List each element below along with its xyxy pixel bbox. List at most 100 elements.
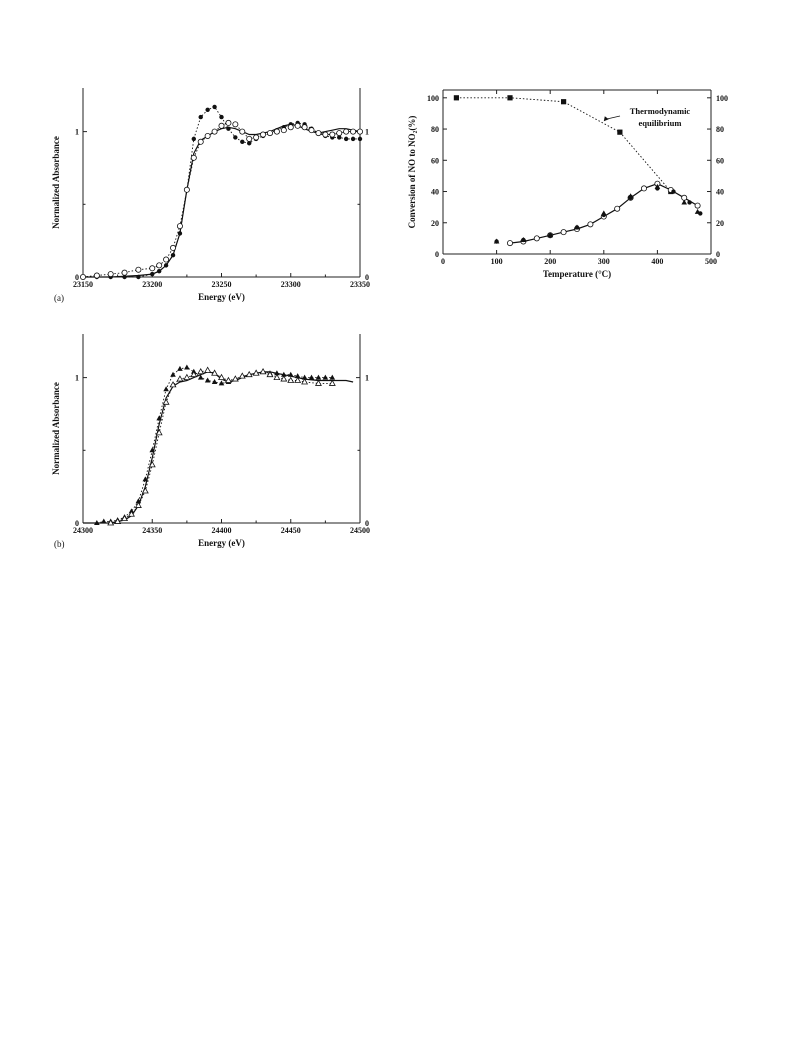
series-3-point [231,375,239,382]
series-2-point [287,371,294,377]
x-tick-label: 200 [544,257,556,266]
series-4-point [574,225,580,230]
series-3-point [294,122,301,129]
series-3-point [287,376,295,383]
series-3-point [315,130,322,137]
series-2-line [96,366,333,524]
series-3-line [110,369,333,524]
series-2-point [142,476,149,482]
series-1-point [453,95,459,101]
y-axis-title: Conversion of NO to NO₂(%) [407,116,417,229]
right-y-tick-label: 20 [716,219,724,228]
y-axis-title: Normalized Absorbance [51,382,61,475]
series-3-point [148,461,156,468]
series-4-point [687,200,692,205]
right-y-tick-label: 100 [716,94,728,103]
series-2-line [83,106,360,278]
series-2-point [212,104,217,110]
annotation-arrowhead [603,116,609,122]
series-2-point [197,374,204,380]
series-2-point [136,274,141,280]
series-3-point [336,130,343,137]
series-3-point [204,366,212,373]
series-2-point [694,202,701,209]
series-1-line [456,97,672,192]
series-4-point [671,189,676,194]
series-3-point [162,398,170,405]
right-y-tick-label: 40 [716,188,724,197]
series-2-point [281,371,287,377]
y-tick-label: 0 [75,519,79,528]
series-3-point [681,199,687,205]
y-tick-label: 0 [435,250,439,259]
series-2-point [198,114,203,120]
series-3-point [211,369,219,376]
series-3-point [121,269,128,276]
x-tick-label: 24500 [350,526,370,535]
series-3-point [232,121,239,128]
y-axis-title: Normalized Absorbance [51,136,61,229]
x-tick-label: 24400 [212,526,232,535]
series-2-point [343,136,349,142]
series-1-point [561,99,567,105]
series-2-point [170,252,176,258]
series-3-point [266,130,273,137]
chart-c: 0 100 200 300 400 500020406080100020406080100… [407,89,728,279]
x-tick-label: 23150 [73,280,93,289]
y-tick-label: 100 [427,94,439,103]
series-3-point [260,131,267,138]
series-3-point [197,367,205,375]
series-3-point [127,510,135,517]
series-3-point [170,244,177,251]
series-2-point [218,380,225,386]
right-y-tick-label: 1 [365,374,369,383]
series-2-point [211,378,218,384]
panel-label: (b) [54,539,65,549]
series-3-point [211,128,218,135]
series-3-point [163,256,170,263]
series-2-point [163,386,169,392]
x-tick-label: 24450 [281,526,301,535]
annotation-line-1: Thermodynamic [630,106,691,116]
series-2-point [614,205,621,212]
series-4-point [698,211,703,216]
series-3-point [176,375,184,382]
series-3-point [134,501,142,508]
series-2-point [94,520,100,525]
series-3-point [280,127,287,134]
series-3-point [308,127,315,134]
series-3-point [155,429,163,436]
series-2-point [149,447,156,453]
series-2-point [226,126,231,131]
series-3-point [141,487,149,494]
y-tick-label: 1 [75,374,79,383]
x-tick-label: 100 [491,257,503,266]
series-4-point [494,239,499,244]
series-2-point [294,373,301,379]
y-tick-label: 1 [75,128,79,137]
series-3-point [225,119,232,126]
y-tick-label: 40 [431,188,439,197]
x-tick-label: 400 [651,257,663,266]
series-3-point [204,132,211,139]
series-2-point [233,135,238,140]
series-3-point [301,378,309,385]
series-2-point [337,135,342,140]
series-3-point [259,367,267,375]
series-2-point [560,229,567,236]
series-2-point [150,271,155,277]
series-2-point [156,415,162,421]
right-y-tick-label: 0 [365,273,369,282]
series-2-point [247,141,252,146]
series-2-point [204,377,211,383]
series-1-line [83,123,361,278]
series-2-point [322,374,329,380]
series-3-point [273,128,280,135]
series-3-point [107,271,114,278]
series-3-point [149,265,156,272]
series-3-point [273,373,281,381]
series-2-point [170,371,176,377]
series-2-point [274,370,280,376]
series-2-point [163,263,169,268]
